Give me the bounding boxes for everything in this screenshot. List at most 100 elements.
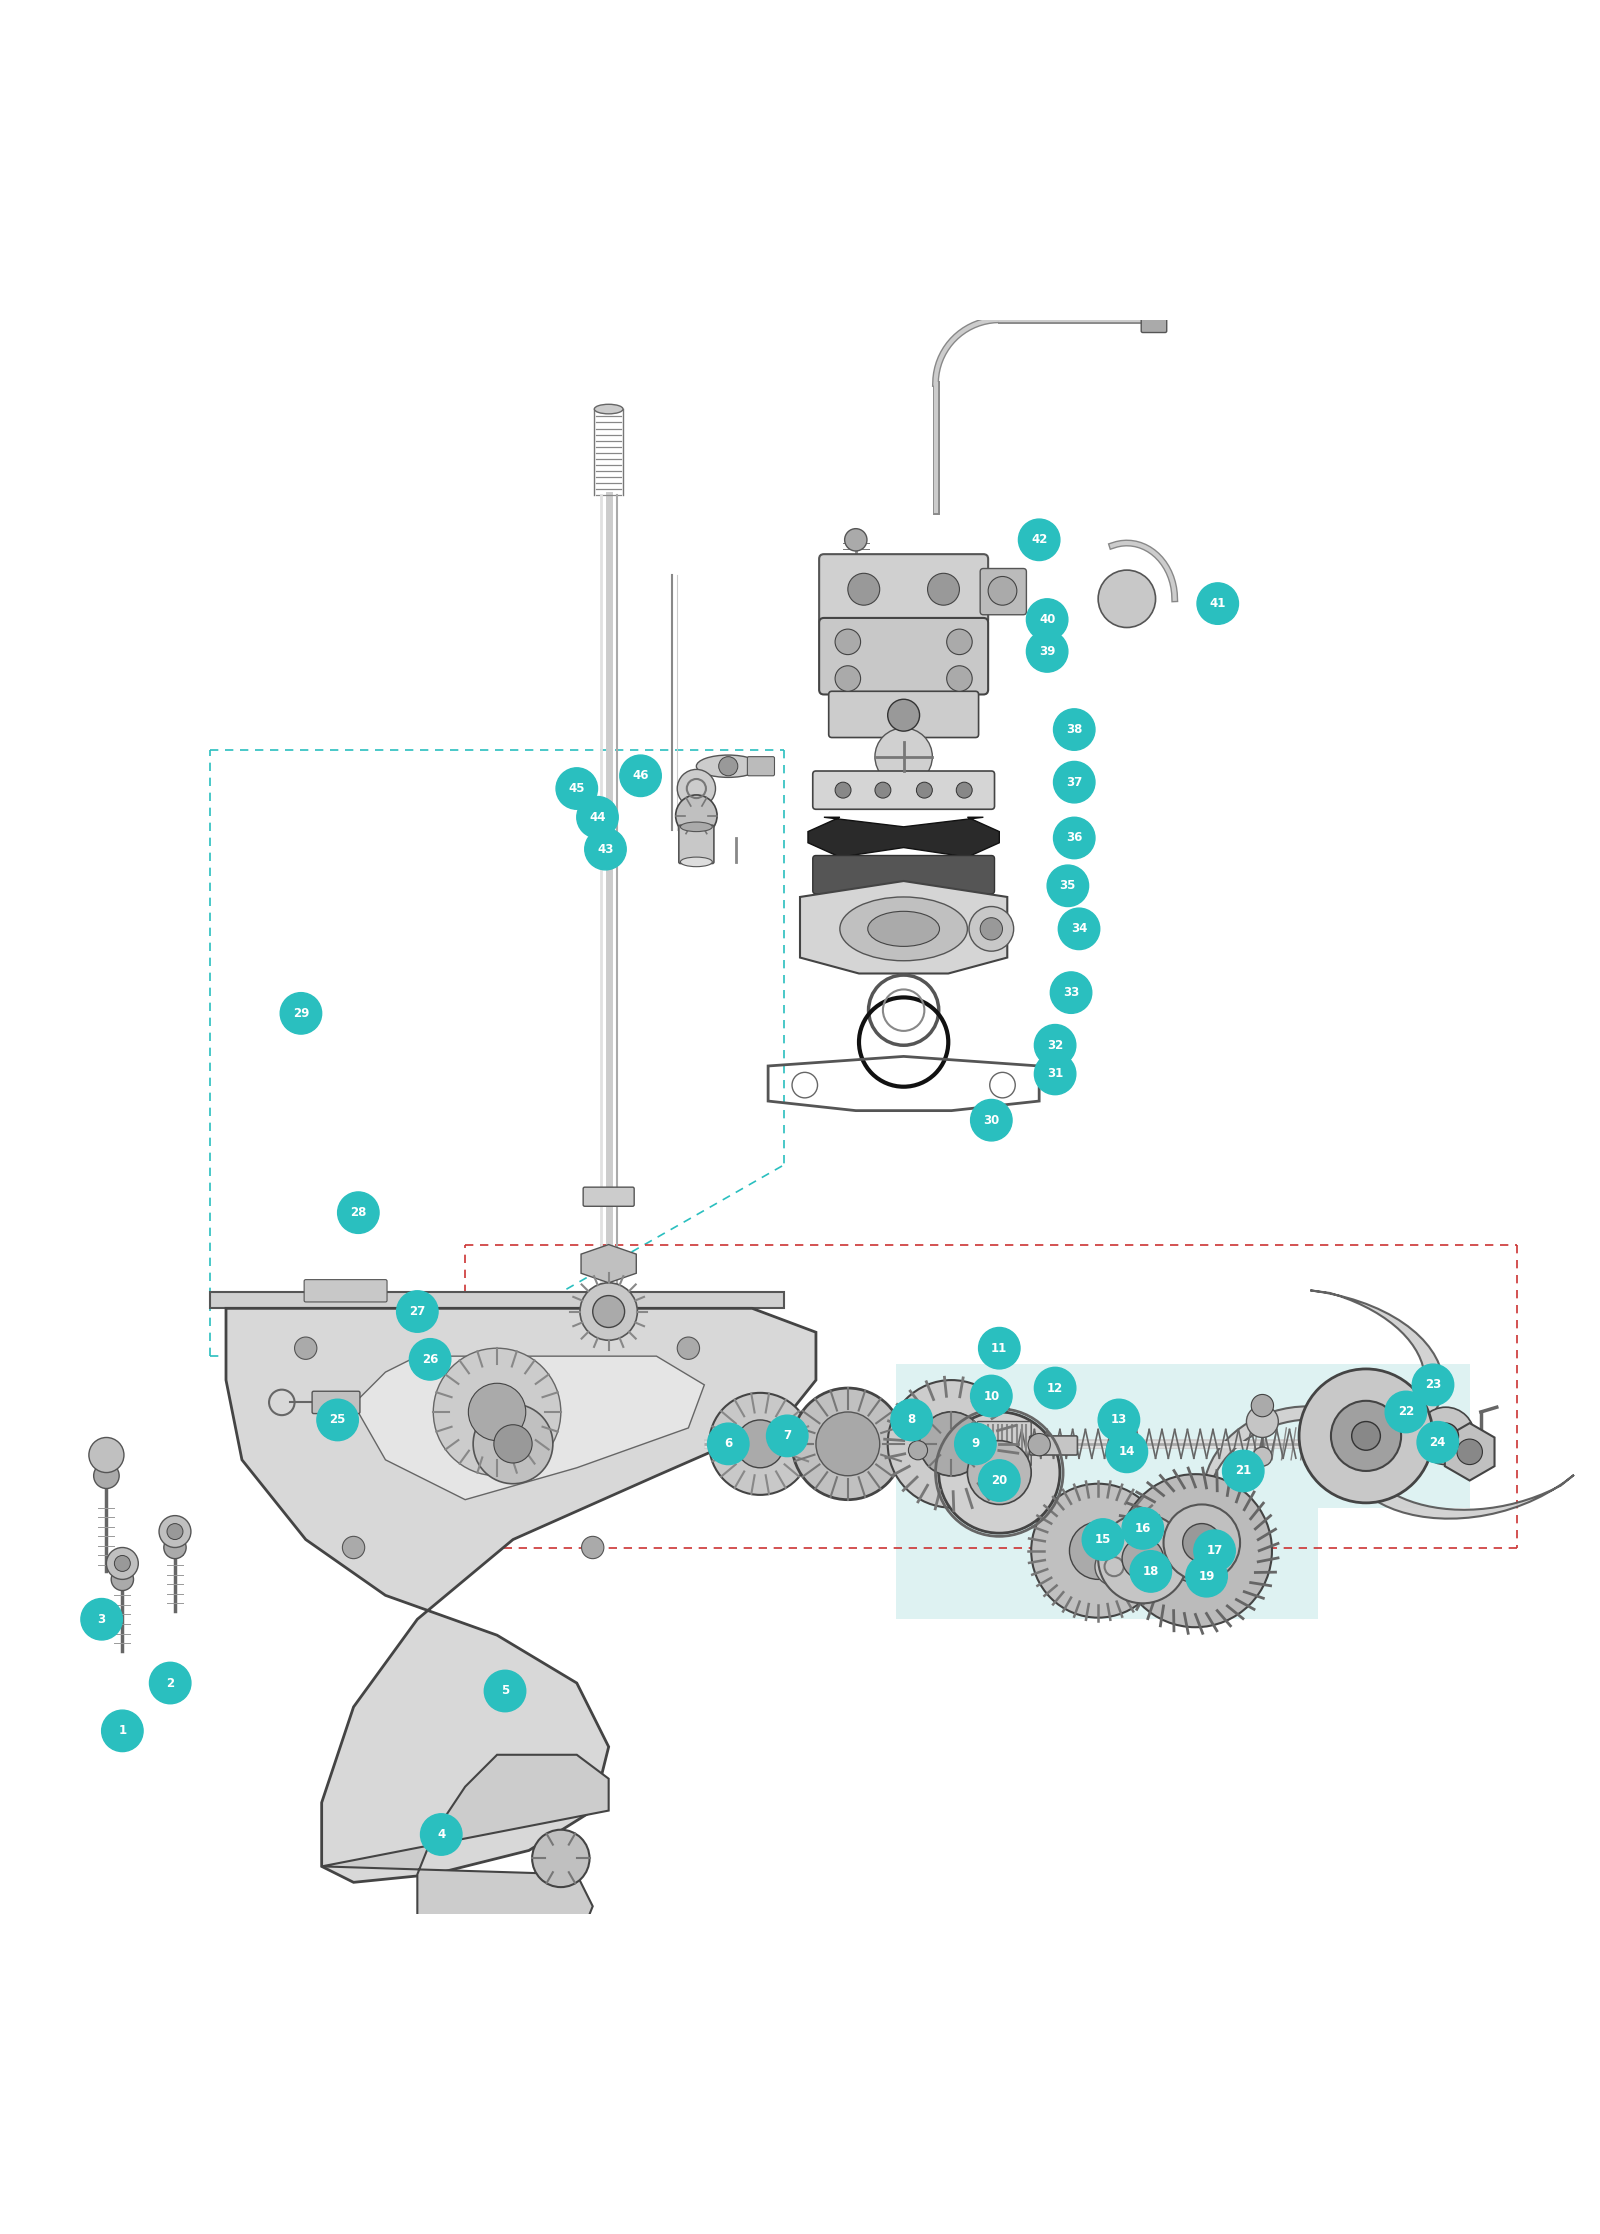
Circle shape xyxy=(766,1414,808,1457)
Circle shape xyxy=(816,1412,880,1477)
Circle shape xyxy=(970,907,1014,952)
Text: 10: 10 xyxy=(984,1390,1000,1403)
Text: 16: 16 xyxy=(1134,1521,1150,1535)
Circle shape xyxy=(968,1441,1030,1503)
Circle shape xyxy=(891,1398,933,1441)
Circle shape xyxy=(1034,1052,1075,1095)
Circle shape xyxy=(709,1392,811,1495)
Ellipse shape xyxy=(696,755,760,777)
Text: 44: 44 xyxy=(589,811,606,824)
Text: 28: 28 xyxy=(350,1206,366,1220)
Polygon shape xyxy=(800,880,1008,974)
Circle shape xyxy=(1094,1548,1133,1586)
Circle shape xyxy=(677,768,715,809)
Circle shape xyxy=(792,1387,904,1499)
Circle shape xyxy=(114,1555,130,1571)
Circle shape xyxy=(1122,1508,1163,1548)
Circle shape xyxy=(338,1193,379,1233)
Text: 40: 40 xyxy=(1038,612,1056,626)
Polygon shape xyxy=(1352,1474,1574,1519)
Circle shape xyxy=(1122,1537,1163,1579)
Text: 21: 21 xyxy=(1235,1466,1251,1477)
Circle shape xyxy=(1434,1423,1459,1448)
Text: 34: 34 xyxy=(1070,923,1088,936)
Circle shape xyxy=(835,666,861,690)
FancyBboxPatch shape xyxy=(1030,1436,1077,1454)
Circle shape xyxy=(920,1412,984,1477)
Circle shape xyxy=(1182,1524,1221,1562)
Circle shape xyxy=(533,1830,589,1888)
Circle shape xyxy=(1246,1405,1278,1436)
Circle shape xyxy=(1034,1367,1075,1410)
Text: 41: 41 xyxy=(1210,596,1226,610)
FancyBboxPatch shape xyxy=(896,1365,1470,1508)
Text: 32: 32 xyxy=(1046,1039,1064,1052)
Text: 18: 18 xyxy=(1142,1564,1158,1577)
Circle shape xyxy=(1053,708,1094,751)
FancyBboxPatch shape xyxy=(582,1186,634,1206)
Circle shape xyxy=(920,1412,984,1477)
Circle shape xyxy=(718,757,738,775)
Circle shape xyxy=(1413,1365,1454,1405)
Circle shape xyxy=(90,1436,123,1472)
Circle shape xyxy=(82,1600,122,1640)
Circle shape xyxy=(102,1711,142,1751)
Circle shape xyxy=(1098,1398,1139,1441)
Text: 45: 45 xyxy=(568,782,586,795)
Circle shape xyxy=(1106,1432,1147,1472)
Circle shape xyxy=(474,1403,554,1483)
Circle shape xyxy=(1197,583,1238,623)
Circle shape xyxy=(1029,1434,1050,1457)
Circle shape xyxy=(149,1662,190,1705)
Circle shape xyxy=(1253,1448,1272,1466)
FancyBboxPatch shape xyxy=(813,771,995,809)
Circle shape xyxy=(677,1336,699,1358)
Text: 6: 6 xyxy=(725,1436,733,1450)
Circle shape xyxy=(1163,1519,1227,1582)
Circle shape xyxy=(317,1398,358,1441)
Text: 36: 36 xyxy=(1066,831,1083,844)
Circle shape xyxy=(979,1327,1021,1369)
FancyBboxPatch shape xyxy=(747,757,774,775)
Circle shape xyxy=(576,798,618,838)
Circle shape xyxy=(158,1515,190,1548)
Text: 33: 33 xyxy=(1062,985,1078,999)
Circle shape xyxy=(1386,1392,1427,1432)
Ellipse shape xyxy=(840,898,968,961)
Circle shape xyxy=(485,1671,526,1711)
Text: 24: 24 xyxy=(1429,1436,1446,1450)
Circle shape xyxy=(494,1425,533,1463)
Circle shape xyxy=(461,2006,486,2031)
Circle shape xyxy=(845,529,867,552)
Circle shape xyxy=(939,1412,1059,1533)
Text: 22: 22 xyxy=(1398,1405,1414,1419)
Circle shape xyxy=(675,795,717,836)
Circle shape xyxy=(466,2093,482,2109)
Circle shape xyxy=(971,1099,1013,1142)
Circle shape xyxy=(955,1423,997,1466)
Circle shape xyxy=(280,992,322,1034)
Circle shape xyxy=(947,630,973,655)
Circle shape xyxy=(835,782,851,798)
Circle shape xyxy=(584,829,626,869)
FancyBboxPatch shape xyxy=(813,856,995,894)
Circle shape xyxy=(1053,818,1094,858)
Polygon shape xyxy=(354,1356,704,1499)
Circle shape xyxy=(619,755,661,798)
Circle shape xyxy=(835,630,861,655)
Circle shape xyxy=(166,1524,182,1539)
Text: 20: 20 xyxy=(990,1474,1008,1488)
Circle shape xyxy=(110,1568,133,1591)
FancyBboxPatch shape xyxy=(312,1392,360,1414)
Ellipse shape xyxy=(680,822,712,831)
Circle shape xyxy=(1222,1450,1264,1492)
FancyBboxPatch shape xyxy=(678,824,714,865)
Circle shape xyxy=(342,1537,365,1559)
Ellipse shape xyxy=(867,911,939,947)
Circle shape xyxy=(592,1296,624,1327)
Circle shape xyxy=(94,1463,118,1488)
FancyBboxPatch shape xyxy=(819,554,989,623)
Text: 25: 25 xyxy=(330,1414,346,1428)
Circle shape xyxy=(1418,1421,1459,1463)
Text: 26: 26 xyxy=(422,1354,438,1365)
